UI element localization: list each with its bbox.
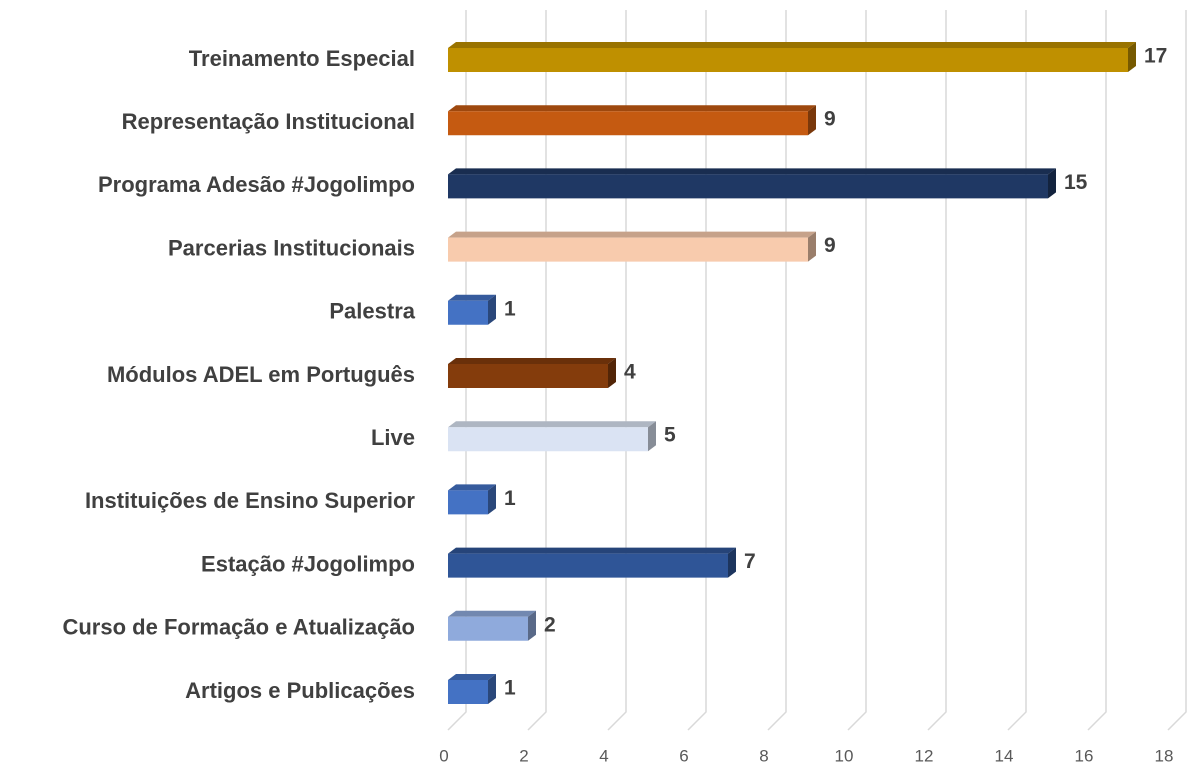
x-tick-label: 10 (835, 746, 854, 765)
bar-front (448, 48, 1128, 72)
bar-front (448, 237, 808, 262)
bar-front (448, 300, 488, 325)
grid-line (927, 10, 947, 731)
bar-front (448, 364, 608, 388)
bar-side (728, 547, 736, 578)
x-tick-label: 16 (1075, 746, 1094, 765)
grid-line (1167, 10, 1187, 731)
grid-line (1087, 10, 1107, 731)
bar (448, 105, 816, 136)
value-label: 7 (744, 550, 756, 573)
bar (448, 674, 496, 704)
value-label: 5 (664, 424, 676, 447)
bar (448, 421, 656, 452)
bar-top (448, 484, 496, 491)
bar-top (448, 231, 816, 238)
bar-top (448, 421, 656, 428)
bar-front (448, 111, 808, 136)
category-label: Módulos ADEL em Português (107, 362, 415, 387)
bar-side (488, 484, 496, 515)
bar (448, 168, 1056, 199)
bar-top (448, 610, 536, 617)
bar-side (1128, 42, 1136, 72)
x-tick-label: 12 (915, 746, 934, 765)
bar-front (448, 680, 488, 704)
value-label: 9 (824, 108, 836, 131)
bar (448, 484, 496, 515)
bar-top (448, 294, 496, 301)
bar-side (808, 105, 816, 136)
bar-top (448, 358, 616, 364)
category-label: Treinamento Especial (189, 46, 415, 71)
category-label: Estação #Jogolimpo (201, 551, 415, 576)
bar-side (528, 610, 536, 641)
x-tick-label: 0 (439, 746, 448, 765)
bar (448, 294, 496, 325)
value-label: 4 (624, 361, 636, 384)
bar (448, 42, 1136, 72)
value-label: 1 (504, 677, 516, 700)
x-tick-label: 8 (759, 746, 768, 765)
category-label: Curso de Formação e Atualização (62, 615, 415, 640)
x-tick-label: 14 (995, 746, 1014, 765)
category-label: Representação Institucional (122, 109, 415, 134)
bar (448, 231, 816, 262)
bar-side (648, 421, 656, 452)
category-label: Programa Adesão #Jogolimpo (98, 172, 415, 197)
grid-line (1007, 10, 1027, 731)
bar-front (448, 490, 488, 515)
x-tick-label: 2 (519, 746, 528, 765)
bar-top (448, 674, 496, 680)
bar (448, 610, 536, 641)
bar (448, 358, 616, 388)
x-tick-label: 4 (599, 746, 608, 765)
value-label: 17 (1144, 45, 1167, 68)
bar-top (448, 168, 1056, 175)
category-label: Instituições de Ensino Superior (85, 488, 415, 513)
value-label: 1 (504, 487, 516, 510)
bar-front (448, 174, 1048, 199)
x-tick-label: 18 (1155, 746, 1174, 765)
bar-front (448, 427, 648, 452)
category-label: Artigos e Publicações (185, 678, 415, 703)
category-label: Palestra (329, 299, 415, 324)
value-label: 9 (824, 234, 836, 257)
value-label: 15 (1064, 171, 1088, 194)
category-label: Parcerias Institucionais (168, 235, 415, 260)
grid-line (847, 10, 867, 731)
bar-front (448, 616, 528, 641)
x-tick-label: 6 (679, 746, 688, 765)
bar-top (448, 105, 816, 112)
bar-side (488, 674, 496, 704)
bar (448, 547, 736, 578)
value-label: 1 (504, 297, 516, 320)
bar-top (448, 547, 736, 554)
bar-top (448, 42, 1136, 48)
bar-front (448, 553, 728, 578)
bar-side (1048, 168, 1056, 199)
category-label: Live (371, 425, 415, 450)
value-label: 2 (544, 613, 556, 636)
bar-side (808, 231, 816, 262)
bar-side (488, 294, 496, 325)
bar-side (608, 358, 616, 388)
